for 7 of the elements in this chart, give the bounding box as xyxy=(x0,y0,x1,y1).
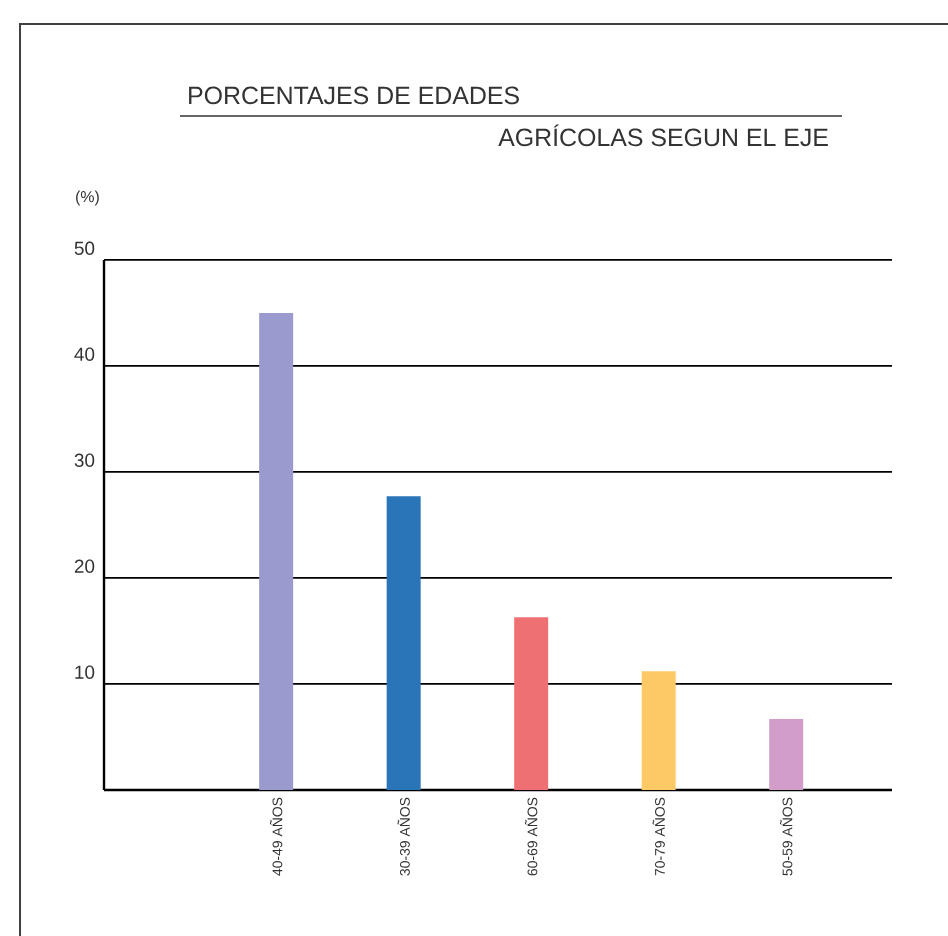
y-tick-label: 40 xyxy=(74,347,95,361)
chart-title: PORCENTAJES DE EDADES xyxy=(189,86,519,105)
chart-subtitle: AGRÍCOLAS SEGUN EL EJE xyxy=(498,124,828,147)
y-tick-label: 30 xyxy=(74,453,95,467)
y-tick-label: 50 xyxy=(74,241,95,255)
y-tick-label: 20 xyxy=(74,559,95,573)
y-tick-label: 10 xyxy=(75,665,95,679)
